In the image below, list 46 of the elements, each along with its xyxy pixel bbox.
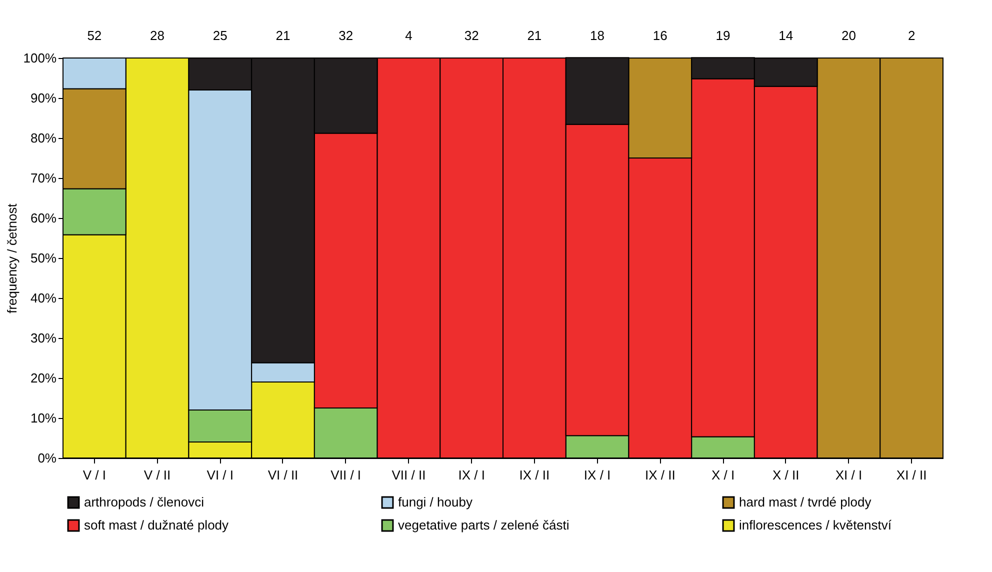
x-tick-label: X / II [772,468,800,482]
y-tick-label: 0% [38,450,57,466]
text: 16 [652,28,668,43]
text: 18 [590,28,605,43]
legend-label: soft mast / dužnaté plody [84,518,230,532]
y-tick-label: 80% [30,130,57,146]
y-tick-label: 70% [30,170,57,186]
legend-label: vegetative parts / zelené části [398,518,570,532]
x-tick-label: IX / I [458,468,485,482]
y-tick-label: 90% [30,90,57,106]
text: 21 [276,28,290,43]
y-tick-label: 30% [30,330,57,346]
text: 21 [527,28,542,43]
text: 25 [212,28,228,43]
y-tick-label: 60% [30,210,57,226]
x-tick-label: IX / II [644,468,676,482]
text: 52 [87,28,102,43]
text: 32 [464,28,479,43]
text: 20 [841,28,856,43]
legend-label: arthropods / členovci [84,494,204,510]
x-tick-label: V / I [82,468,106,482]
x-tick-label: XI / I [835,468,862,482]
x-tick-label: VI / I [206,468,234,482]
y-tick-label: 100% [23,50,57,66]
y-tick-label: 40% [30,290,57,306]
text: 19 [716,28,730,43]
text: 14 [778,28,794,43]
x-tick-label: IX / II [519,468,550,482]
legend-label: inflorescences / květenství [739,518,892,532]
x-tick-label: VII / I [330,468,362,482]
x-tick-label: V / II [144,468,171,482]
y-axis-title: frequency / četnost [4,203,20,314]
text: 2 [908,28,916,43]
x-tick-label: XI / II [896,468,927,482]
text: 28 [150,28,165,43]
x-tick-label: VII / II [392,468,426,482]
y-tick-label: 50% [30,250,57,266]
y-tick-label: 20% [30,370,57,386]
text: 4 [405,28,412,43]
x-tick-label: X / I [711,468,735,482]
legend-label: fungi / houby [398,494,473,510]
x-tick-label: IX / I [584,468,611,482]
y-tick-label: 10% [30,410,57,426]
x-tick-label: VI / II [268,468,298,482]
legend-label: hard mast / tvrdé plody [739,494,872,510]
text: 32 [338,28,354,43]
